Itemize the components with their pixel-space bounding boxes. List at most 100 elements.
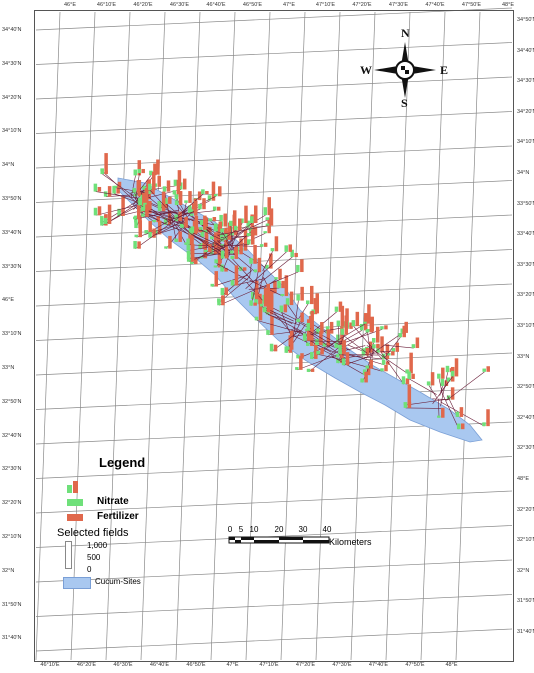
site-connector-line [259, 271, 299, 289]
legend-label-cucum-sites: Cucum-Sites [95, 577, 141, 586]
fertilizer-bar [117, 181, 122, 188]
fertilizer-bar [137, 241, 141, 249]
nitrate-bar [263, 231, 267, 234]
lat-tick-left: 33°50'N [2, 196, 22, 202]
scale-bar: 0 5 10 20 30 40 Kilometers [228, 525, 388, 555]
site-connector-line [287, 304, 299, 321]
fertilizer-bar [441, 367, 445, 379]
lat-tick-right: 32°10'N [517, 537, 534, 544]
lat-tick-left: 33°40'N [2, 229, 22, 236]
fertilizer-bar [147, 201, 151, 210]
site-connector-line [262, 251, 273, 272]
fertilizer-bar [266, 300, 271, 313]
nitrate-bar [259, 303, 264, 307]
fertilizer-bar [107, 204, 112, 224]
lon-tick-top: 47°E [283, 2, 295, 8]
nitrate-bar [133, 169, 138, 176]
nitrate-bar [157, 201, 162, 209]
nitrate-bar [219, 214, 223, 221]
lon-tick-top: 46°10'E [96, 2, 117, 8]
lon-tick-top: 46°E [64, 2, 76, 8]
nitrate-bar [296, 318, 300, 323]
fertilizer-bar [177, 170, 182, 186]
nitrate-bar [209, 248, 214, 255]
fertilizer-bar [157, 175, 161, 187]
nitrate-bar [157, 205, 162, 212]
graticule [35, 7, 513, 661]
fertilizer-bar [214, 232, 218, 240]
nitrate-bar [228, 220, 233, 226]
fertilizer-bar [218, 260, 222, 264]
nitrate-bar [164, 198, 168, 204]
fertilizer-bar [212, 217, 217, 222]
nitrate-bar [142, 185, 146, 190]
nitrate-bar [279, 305, 284, 313]
lon-tick-bottom: 47°E [226, 662, 239, 668]
nitrate-bar [217, 298, 221, 306]
fertilizer-bar [367, 304, 371, 324]
fertilizer-bar [194, 200, 198, 216]
nitrate-bar [163, 217, 168, 225]
fertilizer-bar [144, 188, 149, 209]
nitrate-bar [189, 209, 194, 213]
legend-swatch-cucum-sites [63, 577, 91, 589]
nitrate-bar [340, 328, 345, 335]
nitrate-bar [186, 257, 191, 262]
nitrate-bar [280, 293, 285, 297]
fertilizer-bar [176, 179, 181, 195]
scale-tick-0: 0 [227, 525, 233, 534]
fertilizer-bar [168, 235, 172, 249]
nitrate-bar [190, 226, 195, 233]
nitrate-bar [335, 354, 340, 358]
nitrate-bar [190, 213, 194, 216]
fertilizer-bar [221, 295, 225, 306]
site-connector-line [216, 263, 249, 281]
fertilizer-bar [344, 315, 349, 335]
nitrate-bar [262, 307, 267, 313]
nitrate-bar [212, 206, 217, 211]
fertilizer-bar [314, 343, 318, 359]
nitrate-bar [93, 183, 98, 192]
nitrate-bar [184, 200, 188, 203]
scale-tick-10: 10 [249, 525, 259, 534]
nitrate-bar [259, 244, 264, 247]
sample-site-symbols [93, 153, 490, 430]
nitrate-bar [482, 368, 486, 372]
fertilizer-bar [326, 329, 331, 347]
nitrate-bar [266, 330, 270, 335]
fertilizer-bar [146, 180, 150, 190]
fertilizer-bar [266, 283, 271, 304]
fertilizer-bar [315, 293, 319, 314]
fertilizer-bar [208, 244, 212, 253]
fertilizer-bar [329, 321, 334, 334]
fertilizer-bar [234, 227, 238, 236]
fertilizer-bar [307, 336, 311, 341]
lat-tick-right: 32°30'N [517, 445, 534, 452]
site-connector-line [102, 173, 134, 197]
fertilizer-bar [252, 227, 257, 232]
nitrate-bar [210, 283, 215, 287]
fertilizer-bar [257, 257, 262, 273]
site-connector-line [95, 191, 142, 200]
nitrate-bar [253, 269, 258, 273]
fertilizer-bar [205, 191, 209, 195]
graticule-line [35, 559, 513, 583]
fertilizer-bar [299, 356, 303, 370]
fertilizer-bar [188, 191, 192, 203]
fertilizer-bar [278, 268, 282, 280]
fertilizer-bar [178, 191, 183, 206]
legend-size-min: 0 [87, 565, 92, 574]
site-connector-line [308, 330, 334, 346]
nitrate-bar [249, 216, 254, 224]
fertilizer-bar [300, 353, 304, 359]
fertilizer-bar [289, 291, 294, 306]
site-connector-line [171, 219, 177, 242]
nitrate-bar [162, 186, 167, 192]
fertilizer-bar [141, 168, 145, 174]
fertilizer-bar [340, 305, 345, 327]
fertilizer-bar [289, 330, 294, 350]
compass-rose-icon [374, 42, 436, 98]
fertilizer-bar [310, 325, 314, 346]
lat-tick-right: 34°30'N [517, 78, 534, 85]
